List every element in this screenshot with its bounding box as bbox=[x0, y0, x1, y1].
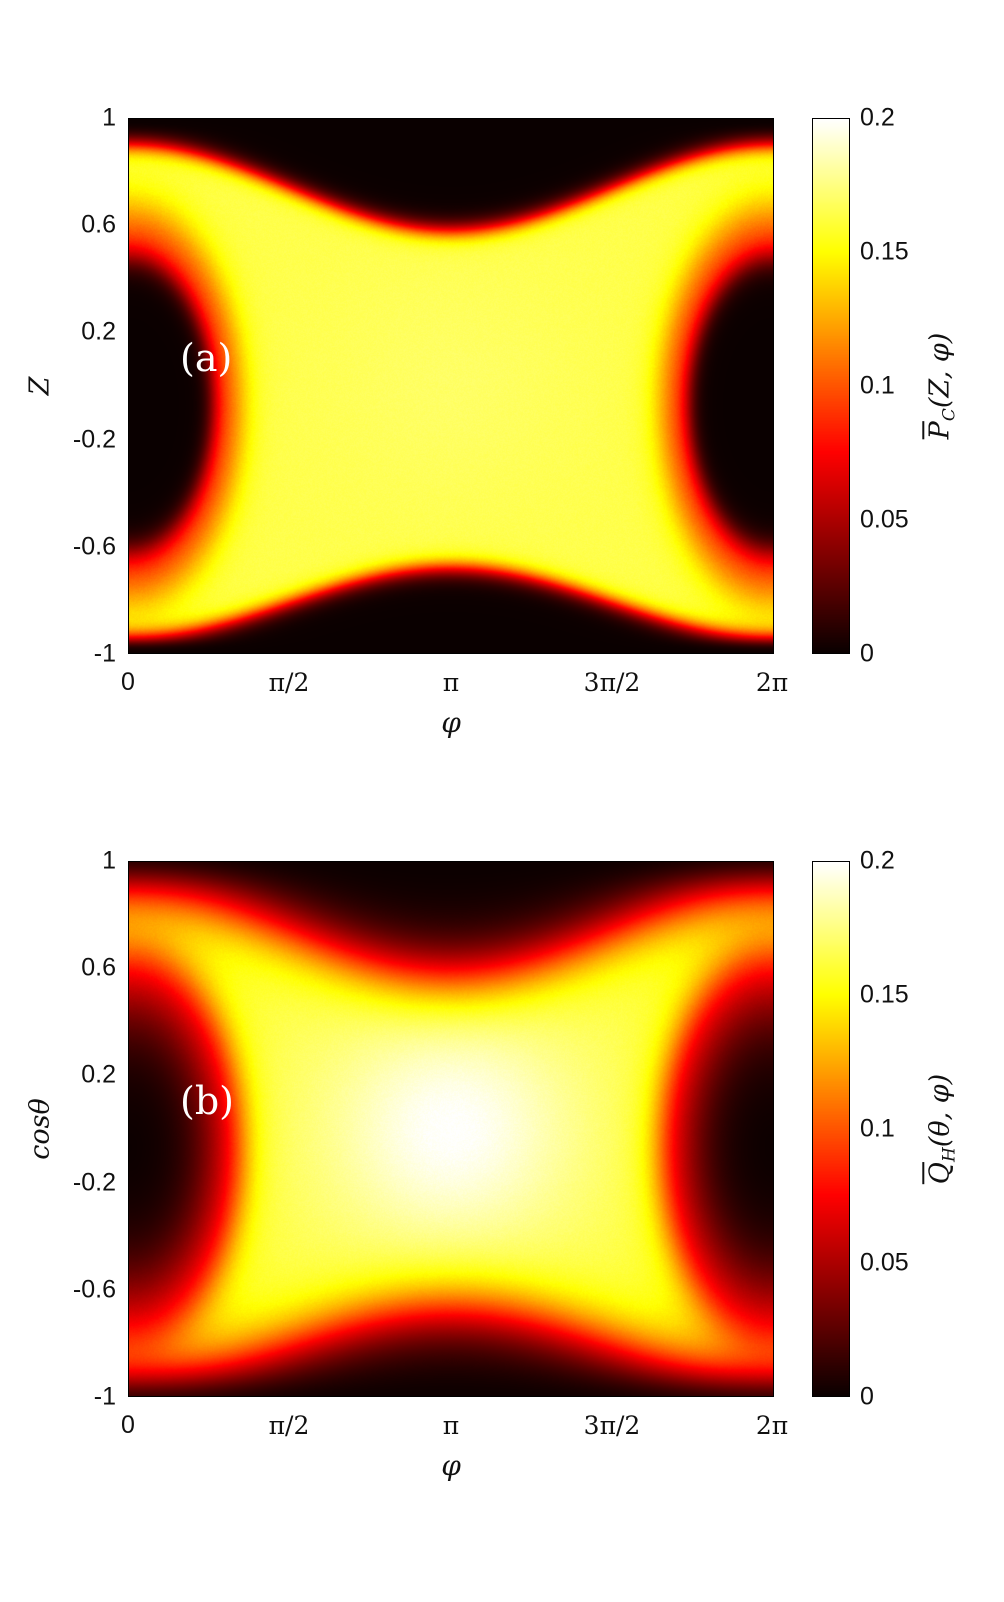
x-axis-label: φ bbox=[441, 706, 461, 739]
x-tick-label: 3π/2 bbox=[584, 1413, 641, 1438]
y-axis-label: Z bbox=[25, 377, 56, 396]
colorbar-a bbox=[812, 118, 850, 654]
x-tick-label: π/2 bbox=[269, 1413, 310, 1438]
y-tick-label: -0.6 bbox=[73, 535, 116, 560]
colorbar-tick-label: 0.1 bbox=[860, 374, 895, 399]
panel-b: (b) 1 0.6 0.2 -0.2 -0.6 -1 0 π/2 π 3π/2 … bbox=[0, 743, 1004, 1503]
x-tick-label: 0 bbox=[121, 1413, 135, 1438]
colorbar-label-args: (θ, φ) bbox=[924, 1074, 955, 1147]
y-tick-label: 0.6 bbox=[81, 956, 116, 981]
colorbar-tick-label: 0 bbox=[860, 642, 874, 667]
y-tick-label: -0.2 bbox=[73, 428, 116, 453]
colorbar-tick-label: 0.2 bbox=[860, 106, 895, 131]
y-tick-label: -1 bbox=[94, 642, 116, 667]
plot-frame-a bbox=[128, 118, 774, 654]
colorbar-label-subscript: H bbox=[940, 1147, 960, 1162]
panel-a: (a) 1 0.6 0.2 -0.2 -0.6 -1 0 π/2 π 3π/2 … bbox=[0, 0, 1004, 760]
colorbar-label-subscript: C bbox=[940, 408, 960, 421]
x-axis-label: φ bbox=[441, 1449, 461, 1482]
y-tick-label: 0.2 bbox=[81, 1063, 116, 1088]
y-tick-label: 0.2 bbox=[81, 320, 116, 345]
panel-label-b: (b) bbox=[180, 1079, 234, 1123]
colorbar-label-a: PC(Z, φ) bbox=[924, 333, 959, 440]
x-tick-label: 2π bbox=[756, 1413, 788, 1438]
colorbar-label-args: (Z, φ) bbox=[924, 333, 955, 408]
y-tick-label: -0.2 bbox=[73, 1171, 116, 1196]
y-tick-label: -1 bbox=[94, 1385, 116, 1410]
colorbar-label-b: QH(θ, φ) bbox=[924, 1074, 959, 1184]
x-tick-label: 3π/2 bbox=[584, 670, 641, 695]
plot-frame-b bbox=[128, 861, 774, 1397]
x-tick-label: π/2 bbox=[269, 670, 310, 695]
panel-label-a: (a) bbox=[180, 336, 232, 380]
x-tick-label: π bbox=[443, 670, 459, 695]
x-tick-label: π bbox=[443, 1413, 459, 1438]
y-axis-label: cosθ bbox=[25, 1098, 56, 1160]
colorbar-tick-label: 0.05 bbox=[860, 508, 909, 533]
colorbar-tick-label: 0.15 bbox=[860, 240, 909, 265]
y-tick-label: 1 bbox=[102, 849, 116, 874]
colorbar-label-symbol: P bbox=[924, 421, 955, 439]
colorbar-tick-label: 0.05 bbox=[860, 1251, 909, 1276]
y-tick-label: -0.6 bbox=[73, 1278, 116, 1303]
colorbar-tick-label: 0 bbox=[860, 1385, 874, 1410]
colorbar-tick-label: 0.1 bbox=[860, 1117, 895, 1142]
y-tick-label: 0.6 bbox=[81, 213, 116, 238]
x-tick-label: 2π bbox=[756, 670, 788, 695]
x-tick-label: 0 bbox=[121, 670, 135, 695]
colorbar-tick-label: 0.2 bbox=[860, 849, 895, 874]
colorbar-tick-label: 0.15 bbox=[860, 983, 909, 1008]
colorbar-label-symbol: Q bbox=[924, 1162, 955, 1184]
colorbar-b bbox=[812, 861, 850, 1397]
y-tick-label: 1 bbox=[102, 106, 116, 131]
